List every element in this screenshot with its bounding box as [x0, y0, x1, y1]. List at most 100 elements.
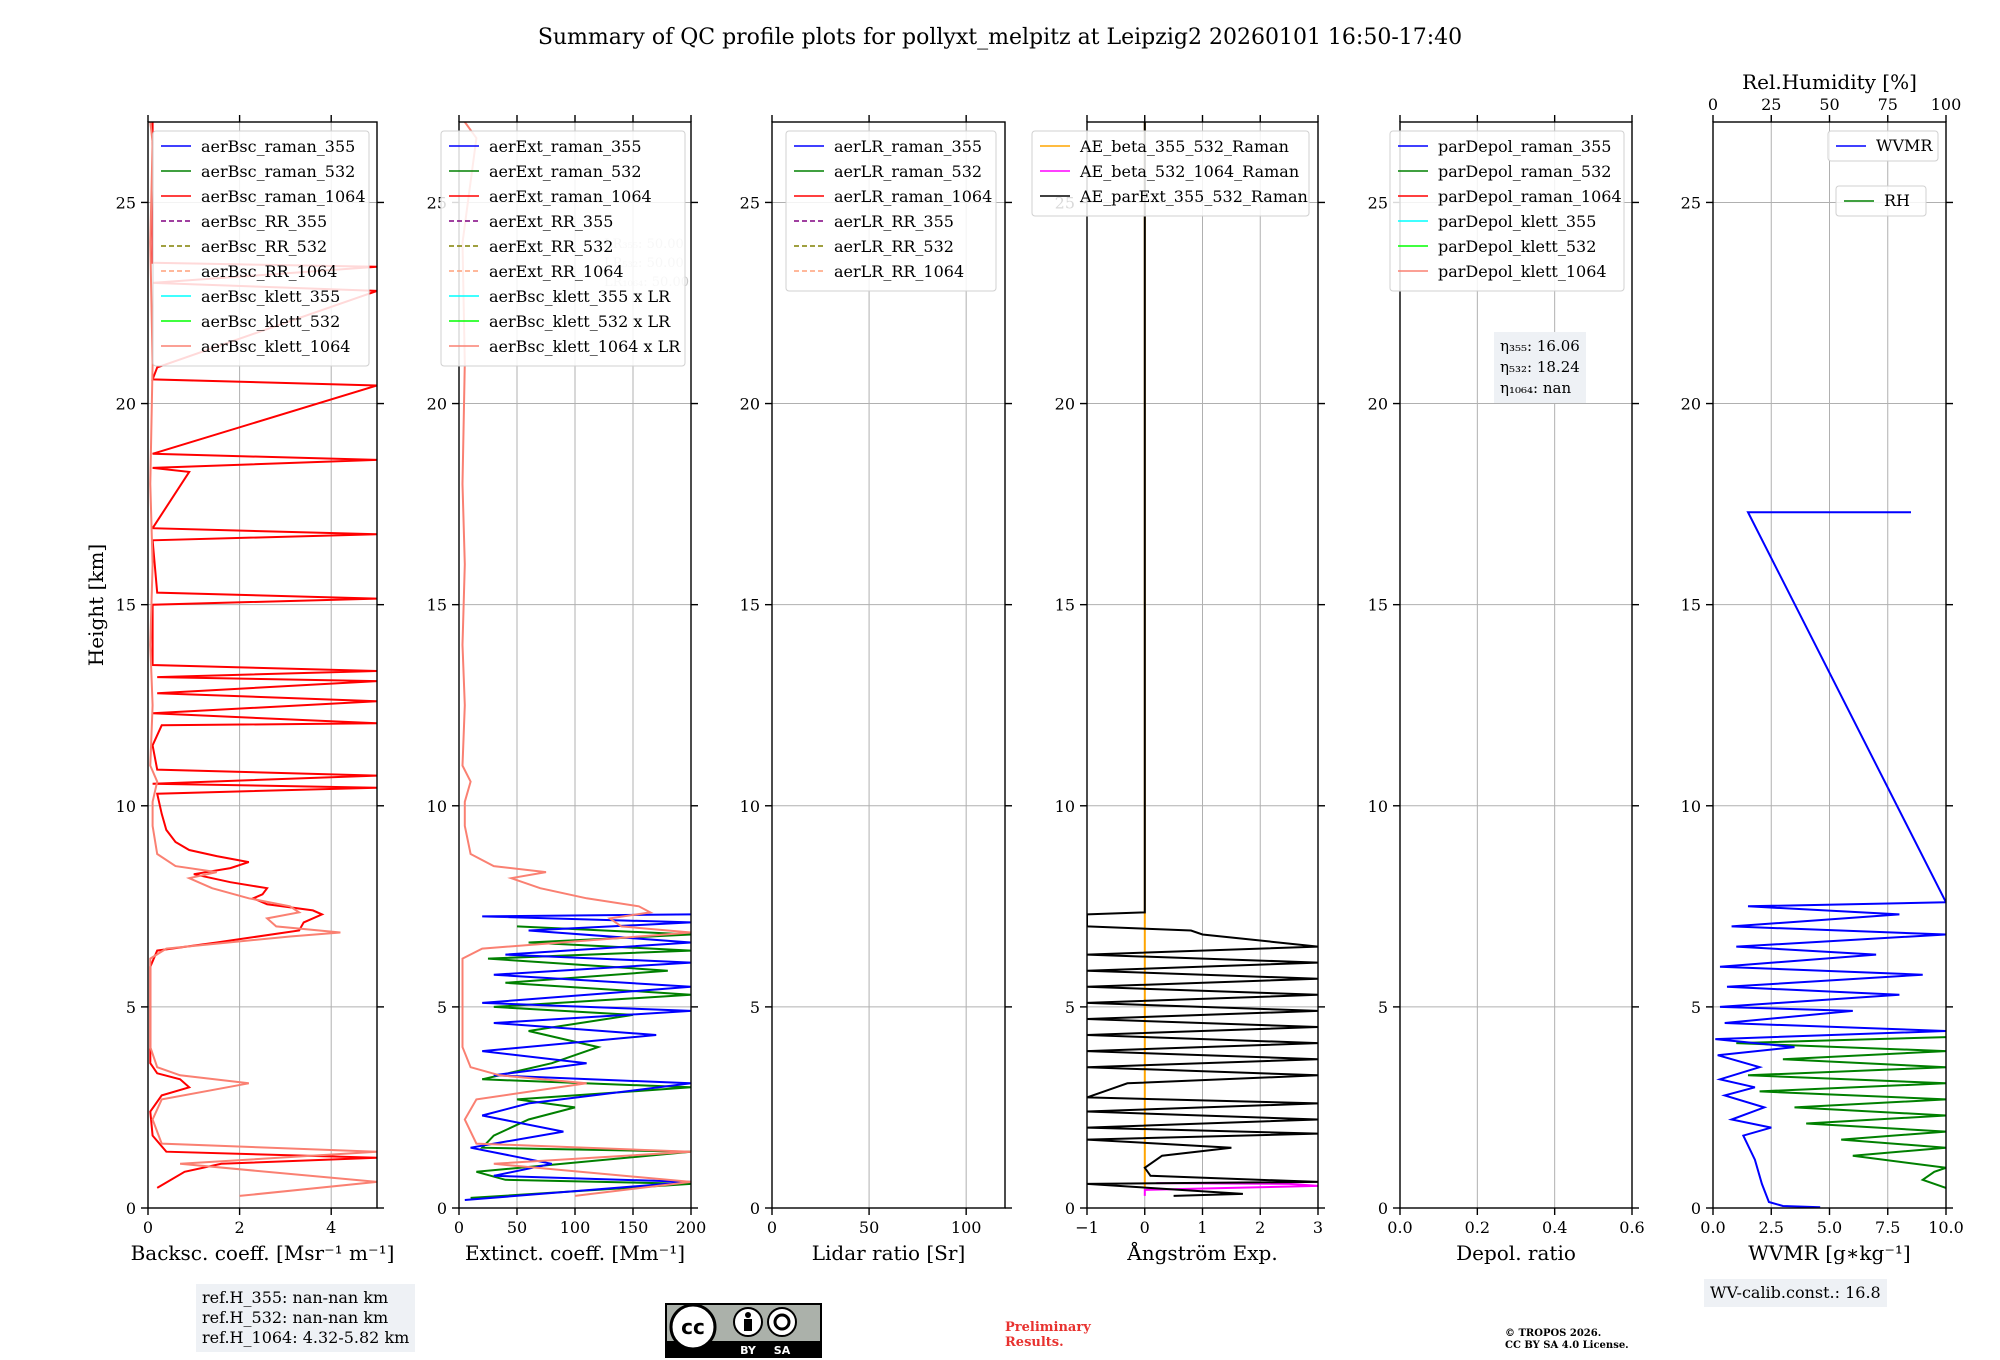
x-axis-label: Lidar ratio [Sr]: [812, 1241, 966, 1265]
eta-1064: η₁₀₆₄: nan: [1500, 379, 1572, 397]
series-line-aerbsc-klett-1064: [149, 122, 377, 1197]
legend-label: parDepol_raman_355: [1438, 137, 1611, 156]
copyright-line-2: CC BY SA 4.0 License.: [1505, 1340, 1629, 1351]
y-tick-label: 25: [116, 193, 136, 212]
series-line-wvmr: [1715, 511, 1946, 1208]
x-tick-label: 0.6: [1619, 1218, 1644, 1237]
panel-bsc: 0 2 4 0 5 10 15 20 25 Backsc. coeff. [Msr⁻¹ m⁻¹] a…: [116, 115, 395, 1265]
y-tick-label: 20: [116, 395, 136, 414]
x-tick-label: 3: [1313, 1218, 1323, 1237]
legend-label: aerExt_raman_532: [489, 162, 642, 181]
copyright-note: © TROPOS 2026. CC BY SA 4.0 License.: [1505, 1328, 1629, 1352]
panel-depol: 0.0 0.2 0.4 0.6 0 5 10 15 20 25 Depol. ratio parDep…: [1368, 115, 1645, 1265]
x-tick-label: 0: [767, 1218, 777, 1237]
x-tick-label: 50: [507, 1218, 527, 1237]
x-tick-label: 2: [235, 1218, 245, 1237]
legend-box: [1835, 185, 1927, 217]
legend-label: aerExt_raman_355: [489, 137, 642, 156]
series-line-ae-parext-355-532-raman: [1087, 122, 1318, 1197]
legend-label: aerLR_RR_1064: [834, 262, 964, 281]
legend-label: aerExt_raman_1064: [489, 187, 652, 206]
cc-circle-icon: [669, 1303, 717, 1351]
legend-label: aerExt_RR_532: [489, 237, 613, 256]
x-tick-label: 0: [143, 1218, 153, 1237]
legend-box: [1827, 130, 1939, 162]
x-tick-label: 150: [618, 1218, 649, 1237]
figure-title: Summary of QC profile plots for pollyxt_…: [538, 25, 1462, 50]
y-tick-label: 15: [116, 596, 136, 615]
legend-label: AE_beta_532_1064_Raman: [1079, 162, 1299, 181]
legend-label: aerBsc_klett_532: [201, 312, 340, 331]
by-person-head: [745, 1312, 751, 1318]
x-tick-label: 0.2: [1465, 1218, 1490, 1237]
y-tick-label: 20: [427, 395, 447, 414]
by-label: BY: [740, 1344, 757, 1357]
x-tick-label: 50: [859, 1218, 879, 1237]
cc-text: cc: [681, 1315, 705, 1339]
legend-label: parDepol_raman_1064: [1438, 187, 1622, 206]
wv-calibration-box: WV-calib.const.: 16.8: [1704, 1279, 1887, 1307]
eta-355: η₃₅₅: 16.06: [1500, 337, 1580, 355]
legend-label: aerBsc_klett_355 x LR: [489, 287, 671, 306]
y-tick-label: 0: [437, 1199, 447, 1218]
legend-label: aerBsc_klett_532 x LR: [489, 312, 671, 331]
y-tick-label: 10: [740, 797, 760, 816]
legend-box: [1031, 130, 1310, 217]
y-tick-label: 10: [1368, 797, 1388, 816]
legend-label: parDepol_raman_532: [1438, 162, 1611, 181]
legend-label: parDepol_klett_532: [1438, 237, 1596, 256]
x-tick-label: 0.0: [1700, 1218, 1725, 1237]
by-person-body: [744, 1319, 752, 1331]
x-tick-label: 10.0: [1928, 1218, 1964, 1237]
y-tick-label: 0: [750, 1199, 760, 1218]
x-tick-label: 0: [454, 1218, 464, 1237]
top-tick-label: 100: [1931, 95, 1962, 114]
y-tick-label: 20: [740, 395, 760, 414]
x-tick-label: −1: [1075, 1218, 1099, 1237]
x-axis-label: Ångström Exp.: [1126, 1240, 1277, 1265]
legend-label: aerLR_raman_355: [834, 137, 982, 156]
reference-height-box: ref.H_355: nan-nan km ref.H_532: nan-nan…: [196, 1284, 416, 1352]
x-tick-label: 0.0: [1387, 1218, 1412, 1237]
x-tick-label: 5.0: [1817, 1218, 1842, 1237]
x-tick-label: 100: [951, 1218, 982, 1237]
x-axis-label: WVMR [g∗kg⁻¹]: [1748, 1241, 1910, 1265]
x-tick-label: 4: [326, 1218, 336, 1237]
x-axis-label: Extinct. coeff. [Mm⁻¹]: [465, 1241, 685, 1265]
axes-frame: [771, 121, 1006, 1209]
cc-license-badge: cc BY SA: [665, 1303, 822, 1358]
legend-label: aerExt_RR_1064: [489, 262, 624, 281]
series-line-ae-beta-532-1064-raman: [1143, 1182, 1318, 1196]
legend-label: AE_parExt_355_532_Raman: [1079, 187, 1308, 206]
preliminary-results-note: Preliminary Results.: [1005, 1320, 1091, 1350]
x-axis-label: Backsc. coeff. [Msr⁻¹ m⁻¹]: [131, 1241, 395, 1265]
y-tick-label: 20: [1055, 395, 1075, 414]
x-tick-label: 1: [1197, 1218, 1207, 1237]
series-line-rh: [1736, 1036, 1946, 1189]
y-tick-label: 15: [1681, 596, 1701, 615]
y-tick-label: 20: [1681, 395, 1701, 414]
series-line-aerext-raman-532: [470, 925, 691, 1199]
series-line-aerbsc-klett-1064-x-lr: [461, 122, 691, 1197]
y-axis-label: Height [km]: [84, 544, 108, 666]
y-tick-label: 15: [1055, 596, 1075, 615]
legend-label: aerBsc_RR_1064: [201, 262, 337, 281]
x-tick-label: 2: [1255, 1218, 1265, 1237]
y-tick-label: 5: [1065, 998, 1075, 1017]
legend-label: aerBsc_klett_1064: [201, 337, 350, 356]
x-tick-label: 100: [560, 1218, 591, 1237]
legend-label: aerBsc_klett_355: [201, 287, 340, 306]
y-tick-label: 20: [1368, 395, 1388, 414]
y-tick-label: 10: [1681, 797, 1701, 816]
y-tick-label: 10: [427, 797, 447, 816]
legend-label: aerBsc_raman_532: [201, 162, 355, 181]
y-tick-label: 5: [1378, 998, 1388, 1017]
y-tick-label: 25: [1681, 193, 1701, 212]
x-tick-label: 0.4: [1542, 1218, 1567, 1237]
legend-label: parDepol_klett_355: [1438, 212, 1596, 231]
x-axis-label: Depol. ratio: [1456, 1241, 1576, 1265]
grid: [1712, 122, 1947, 1209]
